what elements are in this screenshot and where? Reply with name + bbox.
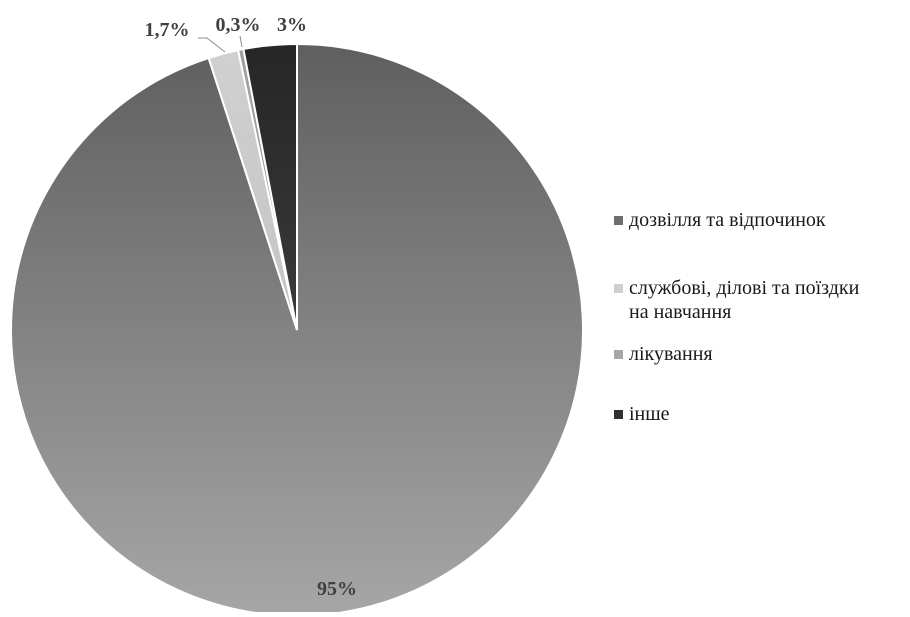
legend-swatch [614,284,623,293]
label-treatment: 0,3% [216,14,261,36]
legend-swatch [614,410,623,419]
leader-line [239,35,243,48]
legend-label: лікування [629,343,713,365]
legend-swatch [614,350,623,359]
legend-label: службові, ділові та поїздки на навчання [629,277,860,323]
legend-item-leisure: дозвілля та відпочинок [614,208,826,232]
legend-label: дозвілля та відпочинок [629,209,826,231]
label-business: 1,7% [145,19,190,41]
legend-label: інше [629,403,670,425]
leader-lines [198,35,243,53]
legend-item-business: службові, ділові та поїздки на навчання [614,276,859,324]
legend-item-other: інше [614,402,670,426]
slice-other [242,42,298,331]
label-leisure: 95% [317,578,357,600]
legend-swatch [614,216,623,225]
pie-slices [10,42,584,617]
label-other: 3% [277,14,307,36]
legend-item-treatment: лікування [614,342,713,366]
data-labels: 95% 1,7% 0,3% 3% [145,14,358,600]
leader-line [198,37,226,53]
